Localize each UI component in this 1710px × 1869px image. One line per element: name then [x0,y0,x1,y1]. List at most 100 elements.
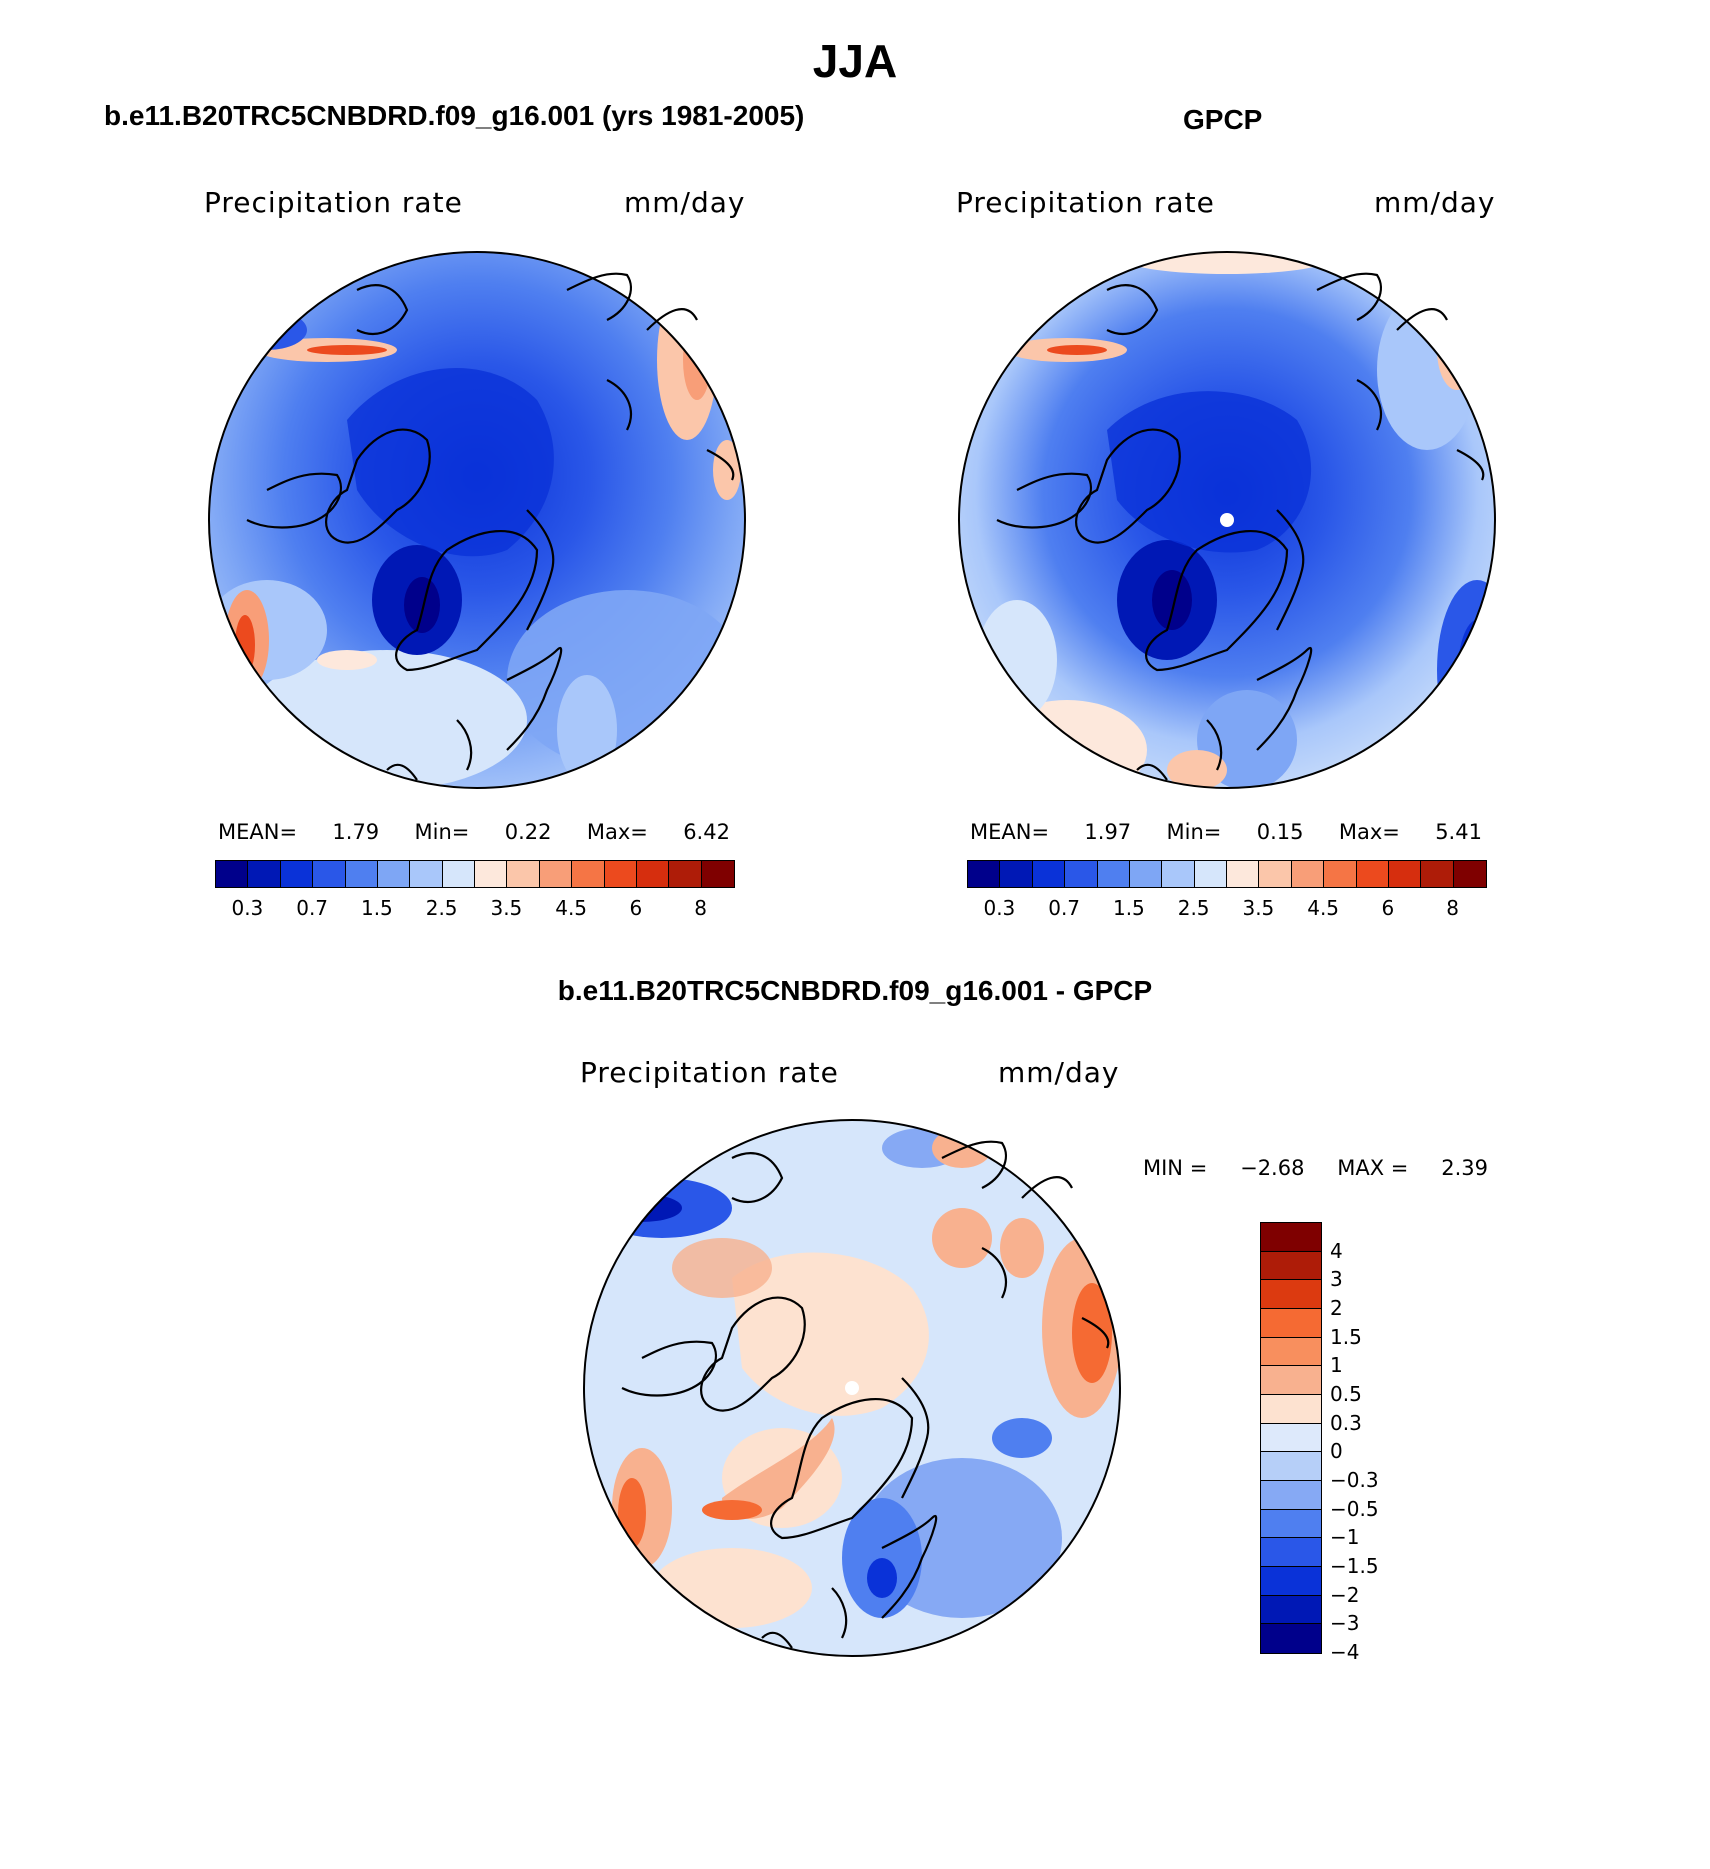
diff-min-label: MIN = [1143,1156,1208,1180]
model-colorbar-tick-label: 4.5 [555,896,588,920]
obs-colorbar-cell [1388,861,1422,887]
obs-colorbar-tick-label: 2.5 [1177,896,1210,920]
model-colorbar-ticks: 0.3 0.7 1.5 2.5 3.5 4.5 6 8 [215,896,733,920]
obs-polar-map [958,251,1496,789]
diff-variable-label: Precipitation rate [580,1056,839,1089]
diff-colorbar-cell [1261,1366,1321,1395]
diff-min-value: −2.68 [1240,1156,1305,1180]
obs-colorbar-tick-label: 8 [1446,896,1459,920]
model-colorbar-cell [313,861,346,887]
obs-colorbar-tick-label: 0.3 [983,896,1016,920]
diff-colorbar-cell [1261,1423,1321,1453]
diff-colorbar-cell [1261,1481,1321,1510]
obs-stats-line: MEAN= 1.97 Min= 0.15 Max= 5.41 [970,820,1482,844]
diff-colorbar-cell [1261,1395,1321,1424]
diff-colorbar-cell [1261,1567,1321,1596]
obs-colorbar-cell [1356,861,1389,887]
model-colorbar-cell [377,861,411,887]
diff-colorbar-cell [1261,1452,1321,1481]
diff-colorbar-ticks: 4 3 2 1.5 1 0.5 0.3 0 −0.3 −0.5 −1 −1.5 −2 −3 −4 [1330,1222,1450,1664]
diff-colorbar-tick-label: 1.5 [1330,1324,1362,1349]
model-mean-value: 1.79 [332,820,380,844]
model-variable-label: Precipitation rate [204,186,463,219]
diff-colorbar-tick-label: −1.5 [1330,1554,1379,1578]
model-colorbar-tick-label: 0.7 [296,896,329,920]
diff-colorbar-cell [1261,1624,1321,1653]
diff-colorbar-cell [1261,1251,1321,1281]
model-colorbar-cell [442,861,475,887]
model-colorbar-cell [572,861,605,887]
obs-colorbar-cell [1291,861,1325,887]
diff-stats-line: MIN = −2.68 MAX = 2.39 [1143,1156,1488,1180]
model-colorbar-cell [345,861,378,887]
diff-max-label: MAX = [1337,1156,1409,1180]
obs-colorbar-cell [1324,861,1357,887]
diff-colorbar [1260,1222,1322,1654]
diff-units-label: mm/day [998,1056,1120,1089]
diff-max-value: 2.39 [1441,1156,1488,1180]
obs-colorbar-ticks: 0.3 0.7 1.5 2.5 3.5 4.5 6 8 [967,896,1485,920]
diff-colorbar-tick-label: 4 [1330,1238,1343,1263]
model-colorbar-cell [507,861,540,887]
model-colorbar-cell [604,861,637,887]
model-colorbar [215,860,735,888]
obs-colorbar [967,860,1487,888]
model-colorbar-cell [701,861,734,887]
model-units-label: mm/day [624,186,746,219]
model-colorbar-tick-label: 6 [629,896,643,920]
diff-colorbar-tick-label: −1 [1330,1525,1360,1550]
diff-colorbar-tick-label: 1 [1330,1353,1343,1378]
obs-colorbar-cell [1129,861,1163,887]
model-colorbar-cell [248,861,281,887]
model-min-label: Min= [414,820,470,844]
obs-units-label: mm/day [1374,186,1496,219]
model-max-label: Max= [586,820,648,844]
model-colorbar-tick-label: 1.5 [360,896,393,920]
obs-colorbar-cell [1000,861,1033,887]
model-colorbar-cell [636,861,670,887]
diff-colorbar-tick-label: 2 [1330,1296,1343,1320]
model-colorbar-cell [410,861,443,887]
obs-colorbar-tick-label: 1.5 [1112,896,1145,920]
obs-colorbar-tick-label: 3.5 [1242,896,1275,920]
diff-polar-map [583,1119,1121,1657]
model-max-value: 6.42 [683,820,730,844]
obs-colorbar-cell [1065,861,1098,887]
diff-colorbar-cell [1261,1538,1321,1567]
obs-colorbar-cell [1097,861,1130,887]
diff-colorbar-cell [1261,1509,1321,1539]
page-title: JJA [812,35,898,87]
diff-colorbar-tick-label: −0.5 [1330,1496,1379,1521]
obs-variable-label: Precipitation rate [956,186,1215,219]
diff-panel-header: b.e11.B20TRC5CNBDRD.f09_g16.001 - GPCP [557,975,1153,1006]
obs-min-label: Min= [1166,820,1222,844]
model-polar-map [208,251,746,789]
obs-colorbar-cell [1162,861,1195,887]
model-colorbar-tick-label: 0.3 [231,896,264,920]
diff-colorbar-cell [1261,1280,1321,1309]
obs-colorbar-tick-label: 0.7 [1048,896,1081,920]
model-colorbar-cell [216,861,249,887]
obs-colorbar-tick-label: 4.5 [1307,896,1340,920]
model-stats-line: MEAN= 1.79 Min= 0.22 Max= 6.42 [218,820,730,844]
obs-mean-value: 1.97 [1084,820,1132,844]
obs-colorbar-cell [1421,861,1454,887]
diff-colorbar-cell [1261,1595,1321,1625]
diff-colorbar-tick-label: 0.3 [1330,1410,1362,1435]
diff-colorbar-tick-label: −4 [1330,1640,1360,1664]
model-colorbar-tick-label: 3.5 [490,896,523,920]
diff-colorbar-tick-label: 3 [1330,1267,1343,1292]
diff-colorbar-tick-label: 0.5 [1330,1382,1362,1406]
obs-colorbar-cell [1227,861,1260,887]
obs-mean-label: MEAN= [970,820,1050,844]
model-colorbar-tick-label: 2.5 [425,896,458,920]
obs-min-value: 0.15 [1256,820,1304,844]
obs-colorbar-cell [1194,861,1227,887]
diff-colorbar-tick-label: −0.3 [1330,1468,1379,1492]
model-panel-header: b.e11.B20TRC5CNBDRD.f09_g16.001 (yrs 198… [104,100,805,131]
diff-colorbar-tick-label: −3 [1330,1611,1360,1636]
obs-panel-header: GPCP [1183,104,1263,135]
model-colorbar-cell [539,861,573,887]
obs-max-label: Max= [1338,820,1400,844]
obs-colorbar-cell [968,861,1001,887]
